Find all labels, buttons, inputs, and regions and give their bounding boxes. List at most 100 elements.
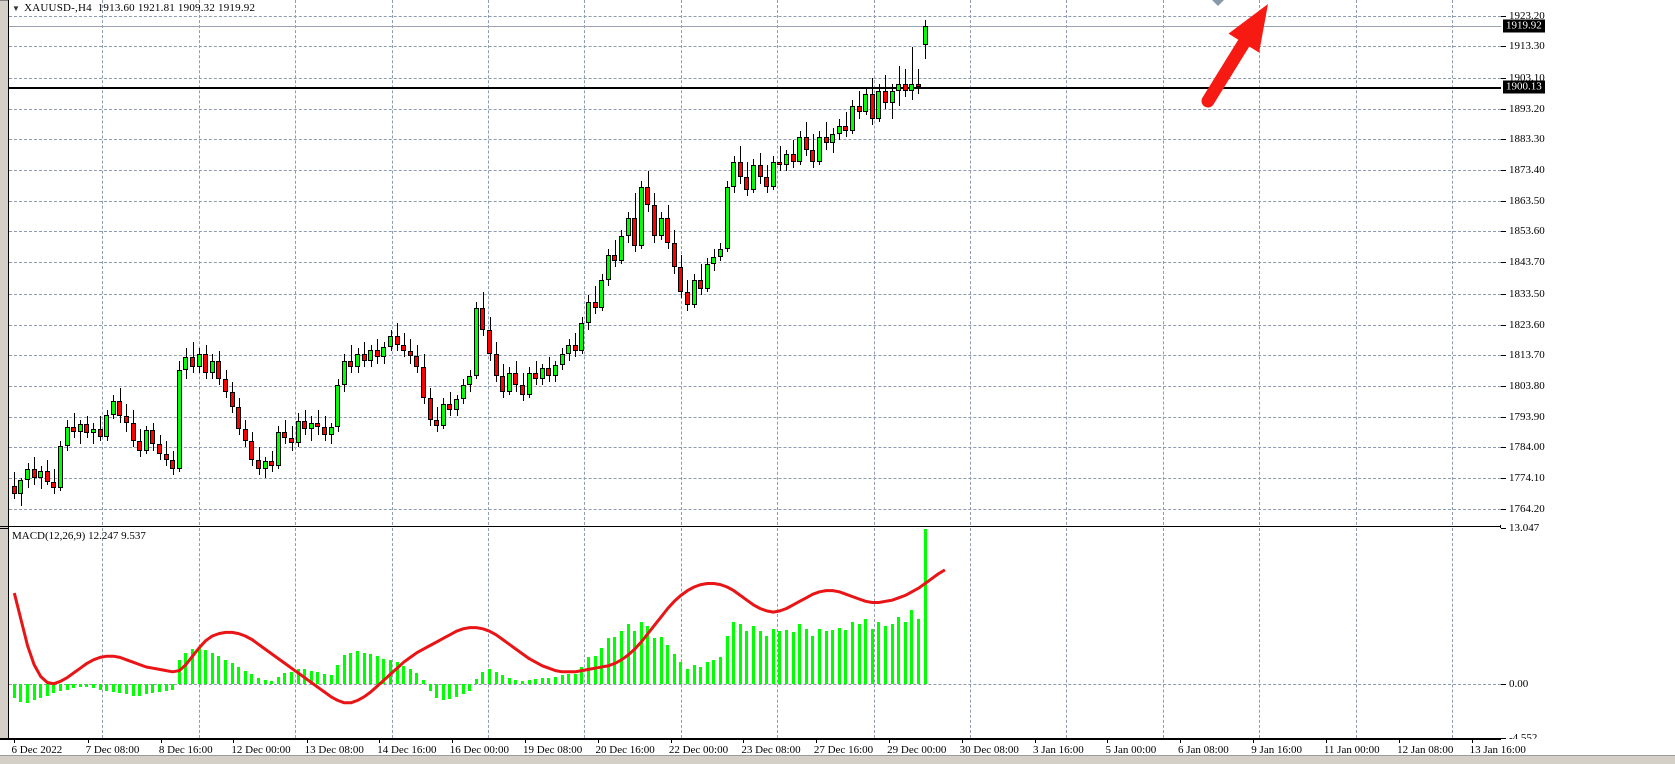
macd-histogram-bar [78, 683, 82, 688]
macd-histogram-bar [224, 659, 227, 684]
time-tick-label: 27 Dec 16:00 [813, 744, 874, 756]
candle-wick [14, 472, 15, 499]
time-tick-mark [87, 739, 89, 743]
candle-bearish [500, 376, 506, 392]
price-tick-label: 1923.20 [1509, 9, 1545, 22]
candle-bullish [454, 399, 459, 411]
macd-histogram-bar [455, 683, 458, 697]
candle-bullish [553, 365, 558, 377]
macd-histogram-bar [864, 619, 868, 684]
candle-bearish [513, 372, 519, 386]
candle-bearish [150, 430, 156, 445]
macd-histogram-bar [184, 652, 188, 684]
macd-histogram-bar [560, 675, 564, 684]
macd-histogram-bar [158, 683, 161, 693]
macd-histogram-bar [771, 628, 775, 684]
macd-tick-mark [1501, 528, 1506, 529]
macd-histogram-bar [785, 629, 788, 684]
candle-bearish [856, 106, 862, 113]
candle-bullish [619, 236, 624, 262]
macd-histogram-bar [639, 621, 643, 684]
candle-bearish [137, 441, 143, 451]
candle-bullish [64, 427, 70, 446]
price-chart-panel[interactable] [9, 0, 1501, 525]
chart-object-marker-icon[interactable] [1212, 0, 1224, 6]
candle-bullish [863, 93, 869, 113]
candle-bearish [249, 441, 255, 460]
macd-histogram-bar [613, 637, 617, 684]
gridline-vertical [488, 528, 489, 738]
candle-bullish [711, 256, 717, 265]
candle-bullish [566, 345, 572, 355]
macd-histogram-bar [98, 683, 102, 690]
time-tick-label: 12 Dec 00:00 [231, 744, 291, 756]
time-tick-label: 14 Dec 16:00 [377, 744, 437, 756]
macd-histogram-bar [837, 627, 841, 684]
candle-bullish [275, 431, 281, 467]
candle-bearish [777, 161, 783, 166]
gridline-vertical [295, 528, 297, 738]
time-tick-label: 16 Dec 00:00 [449, 744, 509, 756]
candle-bullish [467, 376, 473, 386]
candle-bearish [434, 419, 440, 426]
candle-bullish [830, 134, 836, 144]
candle-bullish [368, 349, 374, 361]
macd-header-label: MACD(12,26,9) 12.247 9.537 [12, 530, 146, 542]
macd-histogram-bar [554, 676, 557, 684]
macd-indicator-panel[interactable] [9, 528, 1501, 738]
price-tick-mark [1501, 447, 1506, 449]
candle-wick [780, 146, 781, 172]
candle-bullish [209, 360, 215, 373]
horizontal-scrollbar-strip[interactable] [0, 755, 1675, 764]
macd-histogram-bar [923, 528, 927, 684]
macd-histogram-bar [316, 671, 320, 684]
macd-histogram-bar [382, 658, 386, 684]
time-tick-mark [1107, 739, 1109, 743]
candle-bullish [506, 372, 512, 392]
price-tick-mark [1501, 262, 1506, 264]
time-tick-mark [1471, 739, 1473, 743]
candle-bullish [110, 400, 116, 415]
time-tick-mark [1325, 739, 1327, 743]
price-tick-mark [1501, 77, 1506, 79]
candle-bearish [916, 84, 921, 88]
gridline-vertical [777, 528, 779, 738]
macd-histogram-bar [26, 683, 29, 703]
candle-wick [918, 68, 919, 94]
price-tick-mark [1501, 324, 1506, 326]
time-tick-label: 9 Jan 16:00 [1251, 744, 1303, 756]
time-tick-mark [670, 739, 672, 743]
macd-histogram-bar [290, 671, 293, 684]
candle-bullish [605, 255, 611, 280]
price-scale[interactable]: 1923.20 1913.30 1903.10 1893.20 1883.30 1873.… [1501, 0, 1675, 744]
macd-histogram-bar [59, 683, 62, 691]
candle-bullish [724, 186, 730, 249]
macd-histogram-bar [507, 677, 511, 684]
candle-wick [364, 341, 365, 367]
gridline-vertical [198, 528, 200, 738]
time-tick-mark [1253, 739, 1255, 743]
macd-histogram-bar [111, 683, 115, 693]
candle-bullish [836, 126, 842, 135]
candle-bearish [764, 177, 770, 187]
macd-histogram-bar [32, 683, 36, 701]
macd-histogram-bar [375, 656, 379, 684]
price-tick-mark [1501, 355, 1506, 357]
macd-histogram-bar [237, 666, 241, 684]
candle-bullish [38, 470, 44, 479]
macd-histogram-bar [666, 645, 670, 684]
time-tick-mark [160, 739, 162, 743]
gridline-vertical [391, 528, 393, 738]
macd-histogram-bar [191, 649, 194, 684]
macd-histogram-bar [488, 669, 491, 684]
macd-histogram-bar [791, 632, 795, 684]
macd-histogram-bar [309, 670, 313, 684]
plot-bottom-border [0, 738, 1501, 739]
candle-wick [404, 332, 405, 358]
candle-bullish [876, 90, 882, 119]
candle-bearish [823, 137, 829, 144]
candle-bearish [401, 345, 407, 352]
chevron-down-icon[interactable]: ▼ [12, 3, 21, 13]
gridline-horizontal [9, 77, 1501, 79]
